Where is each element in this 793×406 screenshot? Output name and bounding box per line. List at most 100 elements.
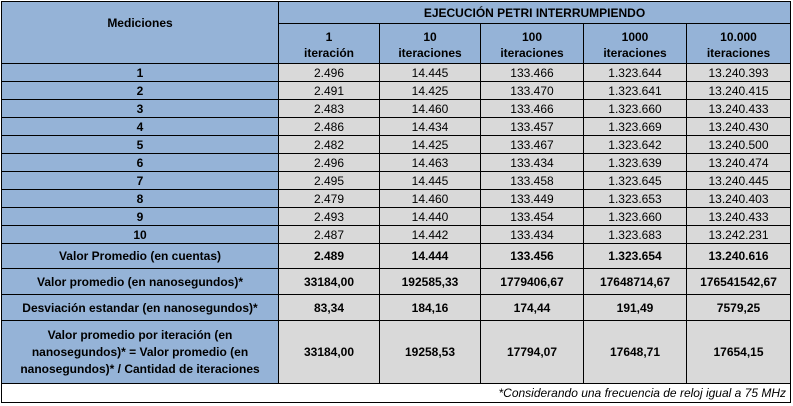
summary-cell[interactable]: 17794,07	[480, 320, 584, 384]
cell[interactable]: 2.496	[278, 63, 380, 82]
row-label: 7	[1, 171, 279, 190]
cell[interactable]: 14.442	[379, 225, 481, 244]
summary-cell[interactable]: 176541542,67	[686, 268, 791, 295]
cell[interactable]: 14.440	[379, 207, 481, 226]
cell[interactable]: 13.240.445	[686, 171, 791, 190]
cell[interactable]: 1.323.642	[583, 135, 687, 154]
cell[interactable]: 14.460	[379, 99, 481, 118]
cell[interactable]: 13.240.433	[686, 207, 791, 226]
table-row: 8 2.479 14.460 133.449 1.323.653 13.240.…	[1, 189, 791, 208]
cell[interactable]: 2.496	[278, 153, 380, 172]
summary-cell[interactable]: 191,49	[583, 294, 687, 321]
cell[interactable]: 1.323.639	[583, 153, 687, 172]
table-row: 3 2.483 14.460 133.466 1.323.660 13.240.…	[1, 99, 791, 118]
summary-cell[interactable]: 2.489	[278, 243, 380, 269]
header-col-10000: 10.000 iteraciones	[686, 23, 791, 64]
cell[interactable]: 2.487	[278, 225, 380, 244]
cell[interactable]: 133.454	[480, 207, 584, 226]
summary-cell[interactable]: 7579,25	[686, 294, 791, 321]
table-row: 5 2.482 14.425 133.467 1.323.642 13.240.…	[1, 135, 791, 154]
cell[interactable]: 14.460	[379, 189, 481, 208]
cell[interactable]: 2.486	[278, 117, 380, 136]
row-label: 5	[1, 135, 279, 154]
cell[interactable]: 133.434	[480, 225, 584, 244]
cell[interactable]: 13.240.393	[686, 63, 791, 82]
row-label: 3	[1, 99, 279, 118]
summary-label: Valor Promedio (en cuentas)	[1, 243, 279, 269]
cell[interactable]: 1.323.683	[583, 225, 687, 244]
summary-row-desviacion: Desviación estandar (en nanosegundos)* 8…	[1, 294, 791, 321]
header-title: EJECUCIÓN PETRI INTERRUMPIENDO	[278, 1, 791, 24]
summary-cell[interactable]: 1.323.654	[583, 243, 687, 269]
cell[interactable]: 13.240.474	[686, 153, 791, 172]
cell[interactable]: 13.240.500	[686, 135, 791, 154]
cell[interactable]: 1.323.669	[583, 117, 687, 136]
cell[interactable]: 13.240.403	[686, 189, 791, 208]
cell[interactable]: 133.449	[480, 189, 584, 208]
cell[interactable]: 1.323.641	[583, 81, 687, 100]
cell[interactable]: 133.470	[480, 81, 584, 100]
summary-cell[interactable]: 133.456	[480, 243, 584, 269]
summary-cell[interactable]: 14.444	[379, 243, 481, 269]
row-label: 2	[1, 81, 279, 100]
summary-label: Valor promedio (en nanosegundos)*	[1, 268, 279, 295]
cell[interactable]: 2.495	[278, 171, 380, 190]
summary-cell[interactable]: 184,16	[379, 294, 481, 321]
cell[interactable]: 1.323.660	[583, 99, 687, 118]
cell[interactable]: 14.463	[379, 153, 481, 172]
cell[interactable]: 13.240.430	[686, 117, 791, 136]
row-label: 4	[1, 117, 279, 136]
summary-label: Desviación estandar (en nanosegundos)*	[1, 294, 279, 321]
row-label: 8	[1, 189, 279, 208]
cell[interactable]: 14.445	[379, 171, 481, 190]
cell[interactable]: 133.466	[480, 63, 584, 82]
footnote: *Considerando una frecuencia de reloj ig…	[1, 383, 791, 403]
cell[interactable]: 14.425	[379, 135, 481, 154]
cell[interactable]: 13.242.231	[686, 225, 791, 244]
summary-cell[interactable]: 19258,53	[379, 320, 481, 384]
header-col-1000: 1000 iteraciones	[583, 23, 687, 64]
row-label: 9	[1, 207, 279, 226]
cell[interactable]: 133.466	[480, 99, 584, 118]
cell[interactable]: 2.482	[278, 135, 380, 154]
summary-cell[interactable]: 17654,15	[686, 320, 791, 384]
summary-cell[interactable]: 33184,00	[278, 320, 380, 384]
table-row: 10 2.487 14.442 133.434 1.323.683 13.242…	[1, 225, 791, 244]
cell[interactable]: 1.323.660	[583, 207, 687, 226]
cell[interactable]: 2.479	[278, 189, 380, 208]
summary-cell[interactable]: 17648,71	[583, 320, 687, 384]
cell[interactable]: 133.434	[480, 153, 584, 172]
cell[interactable]: 1.323.645	[583, 171, 687, 190]
summary-cell[interactable]: 192585,33	[379, 268, 481, 295]
cell[interactable]: 133.467	[480, 135, 584, 154]
cell[interactable]: 13.240.433	[686, 99, 791, 118]
table-row: 2 2.491 14.425 133.470 1.323.641 13.240.…	[1, 81, 791, 100]
cell[interactable]: 1.323.653	[583, 189, 687, 208]
table-row: 7 2.495 14.445 133.458 1.323.645 13.240.…	[1, 171, 791, 190]
summary-cell[interactable]: 83,34	[278, 294, 380, 321]
cell[interactable]: 1.323.644	[583, 63, 687, 82]
cell[interactable]: 2.493	[278, 207, 380, 226]
table-row: 6 2.496 14.463 133.434 1.323.639 13.240.…	[1, 153, 791, 172]
summary-row-por-iteracion: Valor promedio por iteración (en nanoseg…	[1, 320, 791, 384]
cell[interactable]: 133.457	[480, 117, 584, 136]
cell[interactable]: 2.491	[278, 81, 380, 100]
row-label: 1	[1, 63, 279, 82]
cell[interactable]: 14.445	[379, 63, 481, 82]
cell[interactable]: 13.240.415	[686, 81, 791, 100]
table-row: 9 2.493 14.440 133.454 1.323.660 13.240.…	[1, 207, 791, 226]
summary-cell[interactable]: 13.240.616	[686, 243, 791, 269]
summary-row-promedio-ns: Valor promedio (en nanosegundos)* 33184,…	[1, 268, 791, 295]
summary-cell[interactable]: 174,44	[480, 294, 584, 321]
cell[interactable]: 14.434	[379, 117, 481, 136]
summary-row-promedio-cuentas: Valor Promedio (en cuentas) 2.489 14.444…	[1, 243, 791, 269]
summary-cell[interactable]: 33184,00	[278, 268, 380, 295]
header-col-10: 10 iteraciones	[379, 23, 481, 64]
summary-label-multiline: Valor promedio por iteración (en nanoseg…	[1, 320, 279, 384]
summary-cell[interactable]: 17648714,67	[583, 268, 687, 295]
summary-cell[interactable]: 1779406,67	[480, 268, 584, 295]
cell[interactable]: 133.458	[480, 171, 584, 190]
cell[interactable]: 2.483	[278, 99, 380, 118]
cell[interactable]: 14.425	[379, 81, 481, 100]
